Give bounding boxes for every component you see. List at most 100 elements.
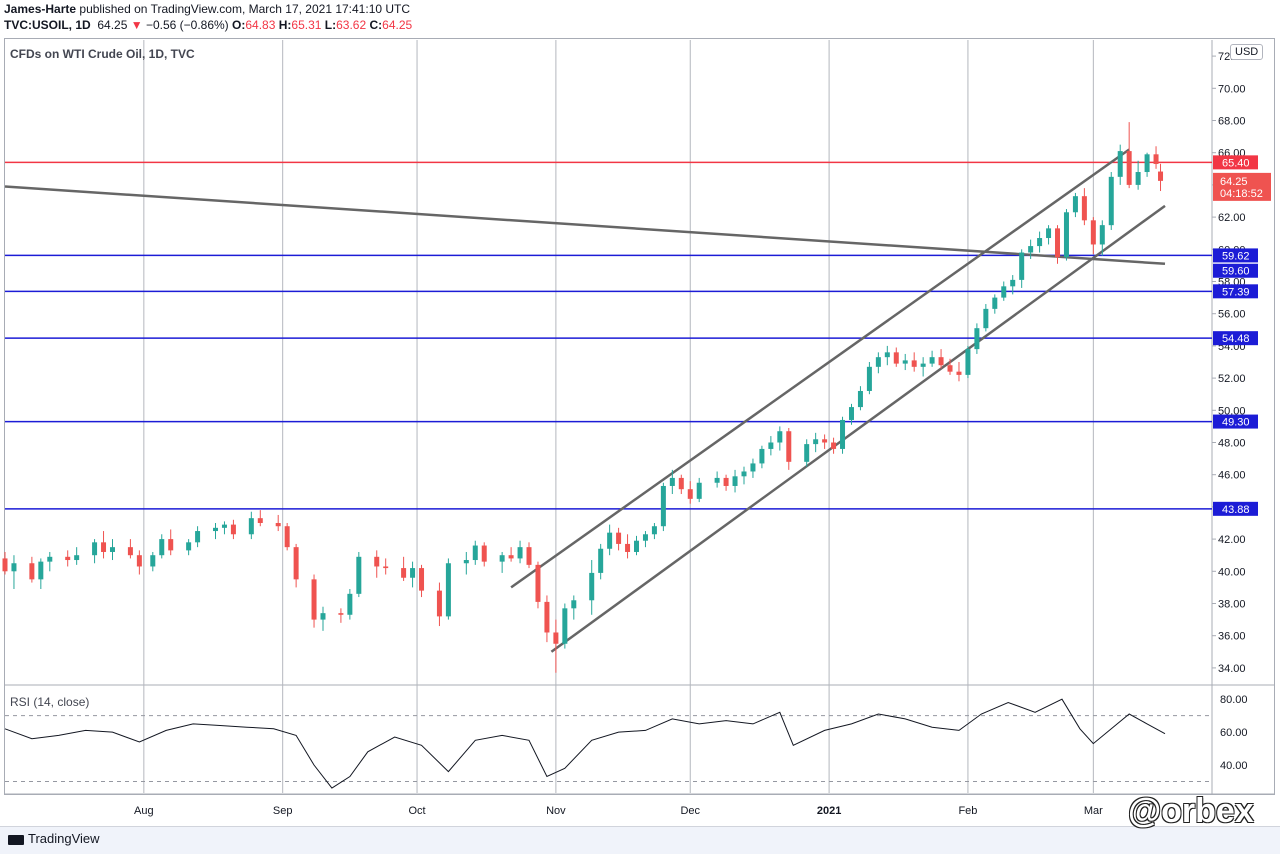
- candle-body: [275, 523, 281, 527]
- candle-body: [1108, 176, 1114, 226]
- level-price-label: 49.30: [1222, 417, 1250, 429]
- level-price-box: [1213, 331, 1258, 346]
- y-tick-label: 56.00: [1218, 309, 1246, 321]
- currency-button[interactable]: USD: [1230, 44, 1264, 60]
- candle-body: [616, 532, 622, 544]
- candle-body: [687, 489, 693, 499]
- candle-body: [410, 568, 416, 578]
- candle-body: [293, 547, 299, 580]
- low-value: 63.62: [336, 18, 367, 32]
- candle-body: [11, 563, 17, 572]
- x-tick-label: Oct: [408, 805, 425, 817]
- bar-countdown: 04:18:52: [1220, 188, 1263, 200]
- rsi-title: RSI (14, close): [10, 695, 90, 709]
- candle-body: [472, 545, 478, 561]
- level-price-box: [1213, 155, 1258, 170]
- candle-body: [47, 556, 53, 562]
- candle-body: [1010, 279, 1016, 287]
- axis-marker-label: 59.60: [1222, 266, 1250, 278]
- candle-body: [571, 600, 577, 609]
- y-tick-label: 52.00: [1218, 373, 1246, 385]
- candle-body: [1063, 212, 1069, 258]
- candle-body: [875, 357, 881, 367]
- y-tick-label: 48.00: [1218, 438, 1246, 450]
- level-price-box: [1213, 248, 1258, 263]
- candle-body: [660, 485, 666, 527]
- x-tick-label: Nov: [546, 805, 566, 817]
- candle-body: [284, 526, 290, 548]
- candle-body: [625, 543, 631, 552]
- candle-body: [159, 539, 165, 556]
- low-key: L:: [324, 18, 337, 32]
- candle-body: [1126, 151, 1132, 185]
- open-value: 64.83: [245, 18, 276, 32]
- candle-body: [213, 527, 219, 532]
- x-tick-label: Feb: [958, 805, 977, 817]
- candle-body: [127, 547, 133, 556]
- candle-body: [463, 560, 469, 564]
- candle-body: [965, 349, 971, 375]
- y-tick-label: 70.00: [1218, 83, 1246, 95]
- candle-body: [562, 608, 568, 644]
- down-arrow-icon: ▼: [130, 18, 143, 32]
- candle-body: [1081, 196, 1087, 221]
- candle-body: [929, 357, 935, 364]
- candle-body: [884, 352, 890, 358]
- candle-body: [696, 482, 702, 499]
- candle-body: [221, 524, 227, 528]
- candle-body: [257, 518, 263, 523]
- candle-body: [374, 556, 380, 567]
- candle-body: [383, 566, 389, 569]
- candle-body: [804, 444, 810, 462]
- candle-body: [320, 613, 326, 620]
- candle-body: [1028, 246, 1034, 253]
- candle-body: [589, 572, 595, 601]
- footer-bar: [0, 826, 1280, 854]
- candle-body: [1001, 286, 1007, 298]
- open-key: O:: [232, 18, 246, 32]
- candle-body: [813, 439, 819, 445]
- candle-body: [642, 534, 648, 541]
- candle-body: [1037, 238, 1043, 247]
- trend-line: [4, 185, 1166, 266]
- candle-body: [893, 352, 899, 364]
- candle-body: [669, 477, 675, 486]
- level-price-label: 59.62: [1222, 250, 1250, 262]
- y-tick-label: 36.00: [1218, 631, 1246, 643]
- candle-body: [1153, 154, 1159, 164]
- candle-body: [526, 547, 532, 565]
- candle-body: [678, 477, 684, 490]
- x-tick-label: Dec: [680, 805, 700, 817]
- candle-body: [517, 547, 523, 559]
- level-price-label: 65.40: [1222, 157, 1250, 169]
- level-price-box: [1213, 414, 1258, 429]
- candle-body: [902, 360, 908, 364]
- tradingview-logo-icon: [8, 834, 24, 845]
- close-key: C:: [369, 18, 383, 32]
- candle-body: [714, 477, 720, 483]
- tradingview-logo[interactable]: TradingView: [8, 831, 100, 846]
- candle-body: [74, 555, 80, 561]
- candle-body: [723, 477, 729, 486]
- candle-body: [786, 431, 792, 462]
- last-price-value: 64.25: [1220, 176, 1248, 188]
- trend-line: [510, 148, 1130, 589]
- candle-body: [419, 568, 425, 591]
- candle-body: [857, 390, 863, 408]
- symbol-label: TVC:USOIL, 1D: [4, 18, 91, 32]
- candle-body: [974, 328, 980, 350]
- axis-marker-box: [1213, 263, 1258, 278]
- rsi-tick-label: 80.00: [1220, 694, 1248, 706]
- brand-name: TradingView: [28, 831, 100, 846]
- y-tick-label: 34.00: [1218, 663, 1246, 675]
- ohlc-line: TVC:USOIL, 1D 64.25 ▼ −0.56 (−0.86%) O:6…: [4, 18, 412, 32]
- level-price-box: [1213, 284, 1258, 299]
- rsi-tick-label: 40.00: [1220, 760, 1248, 772]
- candle-body: [168, 539, 174, 551]
- publisher-name[interactable]: James-Harte: [4, 2, 77, 16]
- rsi-tick-label: 60.00: [1220, 727, 1248, 739]
- candle-body: [101, 542, 107, 552]
- last-price-box: [1213, 172, 1271, 201]
- candle-body: [866, 366, 872, 391]
